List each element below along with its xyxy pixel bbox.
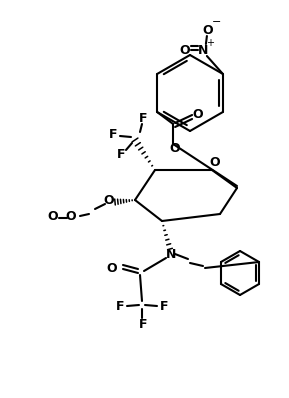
Text: O: O (193, 107, 203, 121)
Text: O: O (48, 211, 58, 224)
Text: N: N (166, 248, 176, 261)
Text: N: N (198, 43, 208, 57)
Text: F: F (116, 300, 124, 314)
Text: O: O (66, 211, 76, 224)
Text: +: + (206, 38, 214, 48)
Text: F: F (160, 300, 168, 314)
Text: −: − (212, 17, 222, 27)
Text: O: O (179, 43, 190, 57)
Text: F: F (109, 129, 117, 142)
Text: F: F (139, 318, 147, 332)
Text: O: O (210, 156, 220, 170)
Text: O: O (104, 195, 114, 207)
Text: O: O (107, 263, 117, 275)
Text: F: F (117, 148, 125, 162)
Text: F: F (139, 111, 147, 125)
Text: O: O (203, 23, 213, 37)
Text: O: O (170, 142, 180, 154)
